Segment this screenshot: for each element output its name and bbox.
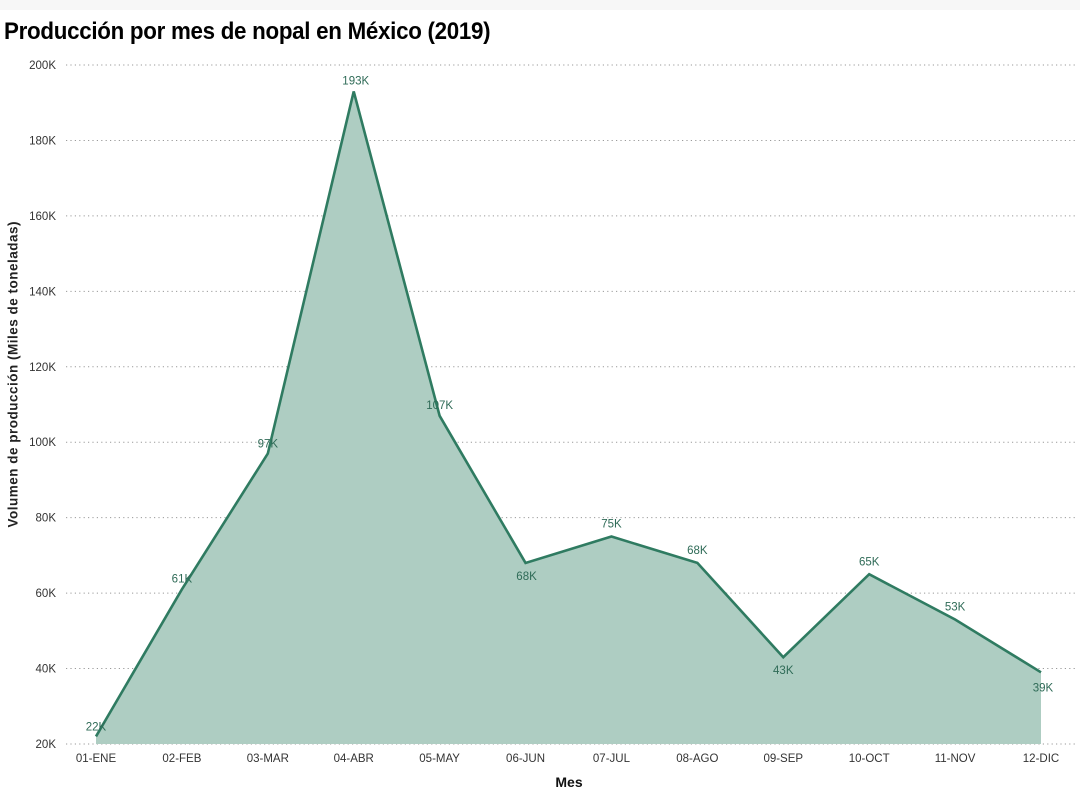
x-tick-label: 11-NOV xyxy=(935,753,976,765)
y-tick-label: 180K xyxy=(29,135,56,147)
x-tick-label: 01-ENE xyxy=(76,753,117,765)
data-label: 107K xyxy=(426,400,453,412)
data-label: 43K xyxy=(773,665,794,677)
data-label: 193K xyxy=(342,75,369,87)
x-axis-ticks: 01-ENE 02-FEB 03-MAR 04-ABR 05-MAY 06-JUN 07-J… xyxy=(76,753,1059,765)
chart-title: Producción por mes de nopal en México (2… xyxy=(4,18,491,45)
x-tick-label: 03-MAR xyxy=(247,753,289,765)
data-label: 97K xyxy=(258,439,279,451)
y-tick-label: 120K xyxy=(29,362,56,374)
y-tick-label: 200K xyxy=(29,60,56,72)
x-axis-label: Mes xyxy=(555,774,582,790)
data-label: 53K xyxy=(945,602,966,614)
series-line xyxy=(94,91,1042,738)
x-tick-label: 09-SEP xyxy=(763,753,803,765)
y-tick-label: 100K xyxy=(29,437,56,449)
x-tick-label: 12-DIC xyxy=(1023,753,1059,765)
y-tick-label: 140K xyxy=(29,286,56,298)
area-fill xyxy=(96,91,1041,744)
x-tick-label: 10-OCT xyxy=(849,753,890,765)
y-tick-label: 40K xyxy=(36,664,57,676)
x-tick-label: 06-JUN xyxy=(506,753,545,765)
x-tick-label: 07-JUL xyxy=(593,753,631,765)
x-tick-label: 08-AGO xyxy=(676,753,718,765)
top-bar xyxy=(0,0,1080,10)
data-label: 65K xyxy=(859,556,880,568)
data-label: 68K xyxy=(687,545,708,557)
y-tick-label: 60K xyxy=(36,588,57,600)
data-label: 22K xyxy=(86,721,107,733)
data-labels: 22K 61K 97K 193K 107K 68K 75K 68K 43K 65K 53K 39K xyxy=(86,75,1054,733)
x-tick-label: 04-ABR xyxy=(334,753,374,765)
y-tick-label: 160K xyxy=(29,211,56,223)
y-axis-ticks: 20K 40K 60K 80K 100K 120K 140K 160K 180K 200K xyxy=(29,60,56,751)
y-tick-label: 20K xyxy=(36,739,57,751)
data-label: 75K xyxy=(601,519,622,531)
data-label: 39K xyxy=(1033,682,1054,694)
y-tick-label: 80K xyxy=(36,513,57,525)
x-tick-label: 05-MAY xyxy=(419,753,460,765)
x-tick-label: 02-FEB xyxy=(162,753,201,765)
data-label: 68K xyxy=(516,571,537,583)
data-label: 61K xyxy=(172,573,193,585)
